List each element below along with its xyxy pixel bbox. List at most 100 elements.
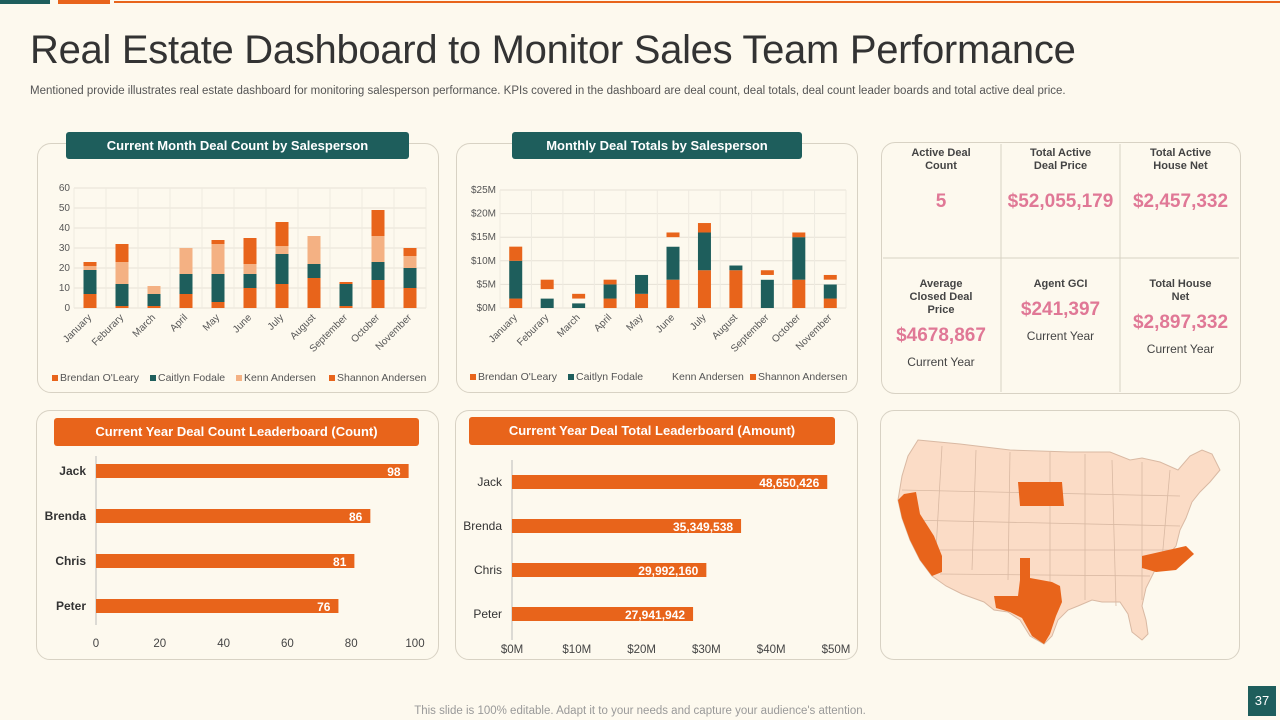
bar-segment — [275, 254, 289, 284]
y-tick-label: 40 — [59, 223, 71, 234]
bar-segment — [211, 244, 225, 274]
us-map — [897, 439, 1221, 645]
x-tick-label: Feburary — [515, 312, 551, 348]
kpi-subtext: Current Year — [1146, 342, 1215, 356]
x-tick-label: August — [710, 312, 740, 342]
leaderboard-bar — [512, 607, 694, 621]
count-leaderboard-chart: Jack 98 Brenda 86 Chris 81 Peter 76 0 20 40 60 80 100 — [45, 456, 425, 650]
x-tick-label: June — [231, 312, 254, 335]
bar-segment — [243, 288, 257, 308]
leaderboard-value: 27,941,942 — [625, 608, 685, 622]
x-tick-label: 80 — [345, 638, 358, 650]
bar-segment — [307, 278, 321, 308]
bar-segment — [792, 232, 806, 238]
count-leaderboard-title: Current Year Deal Count Leaderboard (Cou… — [54, 418, 419, 446]
state-north-carolina — [1142, 546, 1194, 572]
state-texas — [994, 558, 1062, 644]
y-tick-label: 10 — [59, 283, 71, 294]
bar-segment — [792, 237, 806, 280]
kpi-cell: Total Active Deal Price $52,055,179 — [1001, 147, 1120, 213]
bar-segment — [540, 279, 554, 290]
bar-segment — [635, 274, 649, 294]
page-title: Real Estate Dashboard to Monitor Sales T… — [30, 28, 1076, 72]
kpi-value: $2,457,332 — [1132, 191, 1229, 212]
bar-segment — [666, 237, 680, 247]
footer-note: This slide is 100% editable. Adapt it to… — [414, 705, 866, 717]
bar-segment — [339, 284, 353, 306]
state-south-dakota — [1018, 482, 1064, 506]
bar-segment — [509, 260, 523, 299]
bar-segment — [179, 274, 193, 294]
bar-segment — [823, 284, 837, 299]
kpi-label: Total House Net — [1149, 278, 1212, 303]
kpi-label: Total Active House Net — [1149, 147, 1212, 172]
kpi-subtext: Current Year — [1026, 329, 1095, 343]
kpi-cell: Total Active House Net $2,457,332 — [1120, 147, 1241, 213]
deal-totals-title: Monthly Deal Totals by Salesperson — [512, 132, 802, 159]
accent-rule — [114, 1, 1280, 3]
page-subtitle: Mentioned provide illustrates real estat… — [30, 85, 1066, 97]
legend-label: Brendan O'Leary — [60, 372, 140, 384]
bar-segment — [697, 223, 711, 233]
leaderboard-bar — [512, 475, 828, 489]
legend-swatch — [470, 374, 476, 380]
bar-segment — [339, 306, 353, 308]
bar-segment — [179, 294, 193, 308]
bar-segment — [211, 240, 225, 244]
x-tick-label: $20M — [627, 644, 656, 656]
x-tick-label: August — [288, 312, 318, 342]
y-tick-label: $0M — [477, 303, 496, 314]
bar-segment — [572, 293, 586, 299]
total-leaderboard-title: Current Year Deal Total Leaderboard (Amo… — [469, 417, 835, 445]
y-tick-label: $5M — [477, 279, 496, 290]
bar-segment — [697, 232, 711, 271]
bar-segment — [729, 270, 743, 308]
x-tick-label: 60 — [281, 638, 294, 650]
leaderboard-value: 29,992,160 — [638, 564, 698, 578]
legend-label: Kenn Andersen — [244, 372, 316, 384]
bar-segment — [666, 279, 680, 308]
x-tick-label: Feburary — [90, 312, 126, 348]
leaderboard-value: 86 — [349, 510, 363, 524]
bar-segment — [666, 246, 680, 280]
kpi-panel — [881, 142, 1241, 394]
bar-segment — [603, 279, 617, 285]
bar-segment — [243, 264, 257, 274]
bar-segment — [760, 270, 774, 275]
bar-segment — [371, 236, 385, 262]
x-tick-label: March — [555, 312, 582, 339]
bar-segment — [147, 286, 161, 294]
y-tick-label: 60 — [59, 183, 71, 194]
x-tick-label: $50M — [822, 644, 851, 656]
bar-segment — [307, 236, 321, 264]
y-tick-label: 20 — [59, 263, 71, 274]
count-leaderboard-panel — [36, 410, 439, 660]
bar-segment — [729, 265, 743, 271]
bar-segment — [147, 294, 161, 306]
bar-segment — [572, 298, 586, 304]
kpi-value: 5 — [935, 191, 947, 212]
bar-segment — [83, 270, 97, 294]
legend-swatch — [329, 375, 335, 381]
legend-label: Shannon Andersen — [337, 372, 426, 384]
leaderboard-value: 35,349,538 — [673, 520, 733, 534]
leaderboard-name: Brenda — [463, 519, 502, 533]
leaderboard-bar — [96, 464, 409, 478]
bar-segment — [371, 280, 385, 308]
bar-segment — [666, 232, 680, 238]
state-borders — [901, 445, 1181, 607]
x-tick-label: April — [168, 312, 190, 334]
bar-segment — [823, 274, 837, 280]
bar-segment — [572, 303, 586, 308]
x-tick-label: July — [266, 312, 286, 332]
x-tick-label: July — [688, 312, 708, 332]
x-tick-label: 40 — [217, 638, 230, 650]
us-mainland-shape — [897, 439, 1221, 645]
bar-segment — [115, 284, 129, 306]
kpi-value: $4678,867 — [896, 325, 986, 346]
bar-segment — [635, 293, 649, 308]
legend-swatch — [750, 374, 756, 380]
bar-segment — [115, 306, 129, 308]
bar-segment — [509, 246, 523, 261]
bar-segment — [83, 266, 97, 270]
